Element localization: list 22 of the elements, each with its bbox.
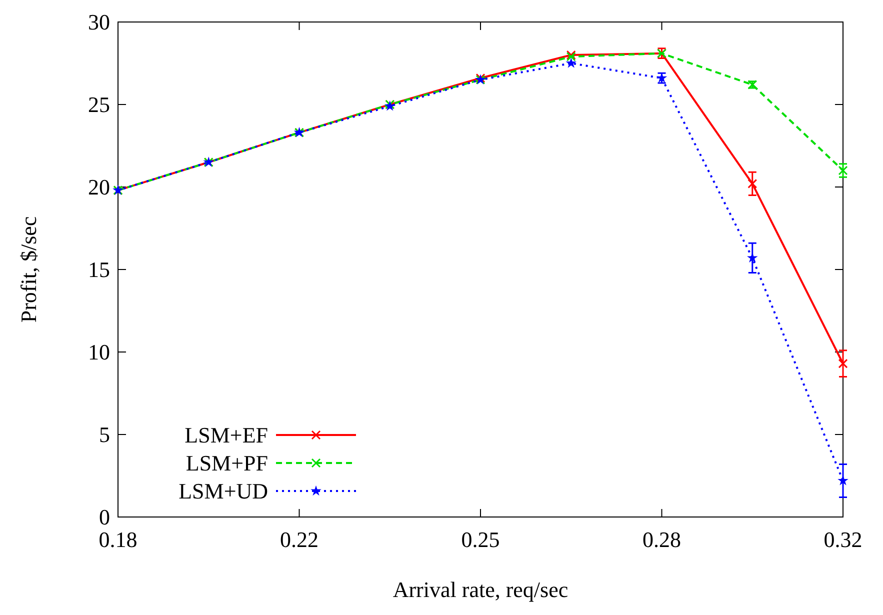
point: [566, 58, 577, 68]
point: [748, 178, 758, 188]
x-tick-label: 0.28: [642, 527, 681, 552]
legend-label: LSM+PF: [186, 450, 268, 476]
legend-label: LSM+EF: [184, 422, 268, 448]
point: [746, 252, 758, 263]
legend-label: LSM+UD: [178, 478, 268, 504]
y-tick-label: 20: [88, 174, 110, 200]
x-tick-label: 0.18: [98, 527, 138, 552]
y-tick-label: 25: [88, 92, 110, 118]
point: [838, 358, 848, 368]
y-tick-label: 15: [88, 257, 110, 282]
x-tick-label: 0.25: [461, 527, 500, 552]
x-tick-label: 0.32: [824, 527, 862, 552]
x-tick-label: 0.22: [280, 527, 318, 552]
y-axis-title: Profit, $/sec: [16, 216, 41, 323]
y-tick-label: 0: [99, 504, 110, 530]
y-tick-label: 30: [88, 10, 110, 35]
y-tick-label: 5: [99, 422, 110, 448]
point: [838, 475, 848, 486]
x-axis-title: Arrival rate, req/sec: [392, 577, 568, 602]
y-tick-label: 10: [88, 340, 110, 365]
